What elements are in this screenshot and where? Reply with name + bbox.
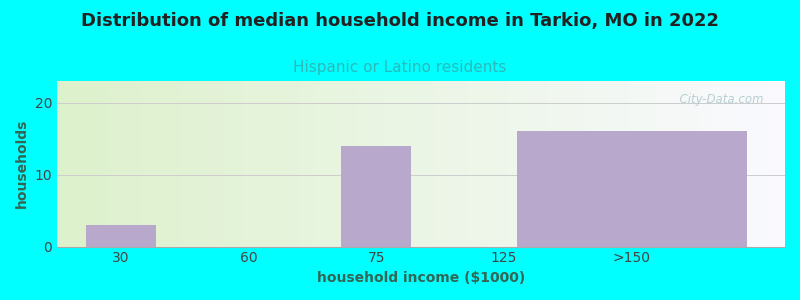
Text: City-Data.com: City-Data.com [671,93,763,106]
X-axis label: household income ($1000): household income ($1000) [317,271,525,285]
Y-axis label: households: households [15,119,29,208]
Text: Distribution of median household income in Tarkio, MO in 2022: Distribution of median household income … [81,12,719,30]
Text: Hispanic or Latino residents: Hispanic or Latino residents [294,60,506,75]
Bar [342,146,411,247]
Bar [86,225,156,247]
Bar [517,131,746,247]
